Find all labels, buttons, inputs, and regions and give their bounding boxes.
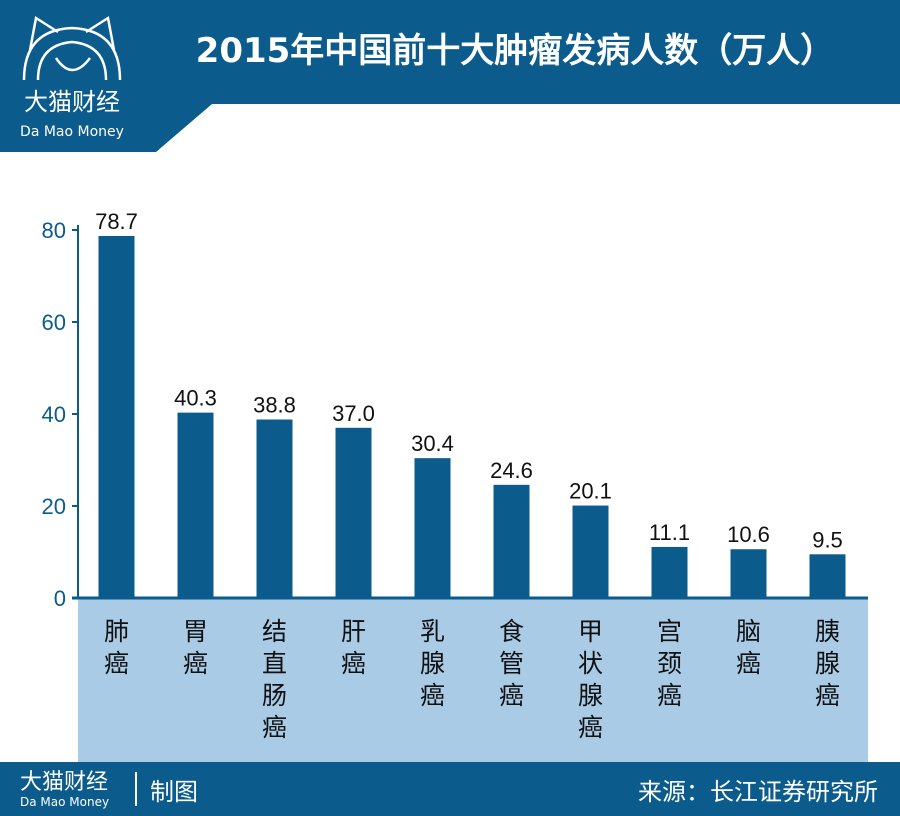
data-label: 38.8 (253, 393, 296, 418)
chart-title: 2015年中国前十大肿瘤发病人数（万人） (196, 31, 835, 71)
category-label: 宫颈癌 (657, 617, 682, 710)
bar (651, 546, 688, 598)
bar (809, 554, 846, 598)
data-label: 11.1 (649, 520, 690, 545)
data-label: 10.6 (727, 522, 770, 547)
y-tick-label: 80 (42, 218, 66, 243)
data-label: 24.6 (490, 458, 533, 483)
footer-brand-en: Da Mao Money (20, 795, 109, 809)
category-label: 乳腺癌 (420, 617, 445, 710)
bar (98, 235, 135, 599)
footer-source: 来源：长江证券研究所 (638, 778, 878, 806)
category-band (78, 598, 868, 762)
category-label: 甲状腺癌 (578, 617, 603, 742)
logo-text-cn: 大猫财经 (24, 88, 120, 116)
bar (414, 458, 451, 598)
category-label: 食管癌 (499, 617, 524, 710)
category-label: 肺癌 (104, 617, 129, 678)
category-label: 胃癌 (183, 617, 208, 678)
bar (730, 549, 767, 598)
category-label: 结直肠癌 (262, 617, 287, 742)
y-tick-label: 60 (42, 310, 66, 335)
data-label: 78.7 (95, 209, 138, 234)
bar (572, 505, 609, 598)
header-band (0, 0, 900, 152)
data-label: 9.5 (812, 527, 843, 552)
data-label: 30.4 (411, 431, 454, 456)
bar (256, 419, 293, 598)
footer-band (0, 762, 900, 816)
y-tick-label: 40 (42, 402, 66, 427)
bar (335, 427, 372, 598)
category-label: 胰腺癌 (815, 617, 840, 710)
footer-brand-cn: 大猫财经 (20, 770, 108, 795)
data-label: 20.1 (569, 479, 612, 504)
category-label: 脑癌 (736, 617, 761, 678)
y-tick-label: 20 (42, 494, 66, 519)
cat-logo-icon (22, 15, 122, 81)
y-tick-label: 0 (54, 586, 66, 611)
bar (493, 484, 530, 598)
footer-made: 制图 (150, 778, 198, 806)
data-label: 40.3 (174, 386, 217, 411)
bar (177, 412, 214, 598)
category-label: 肝癌 (341, 617, 366, 678)
data-label: 37.0 (332, 401, 375, 426)
logo-text-en: Da Mao Money (20, 124, 124, 140)
